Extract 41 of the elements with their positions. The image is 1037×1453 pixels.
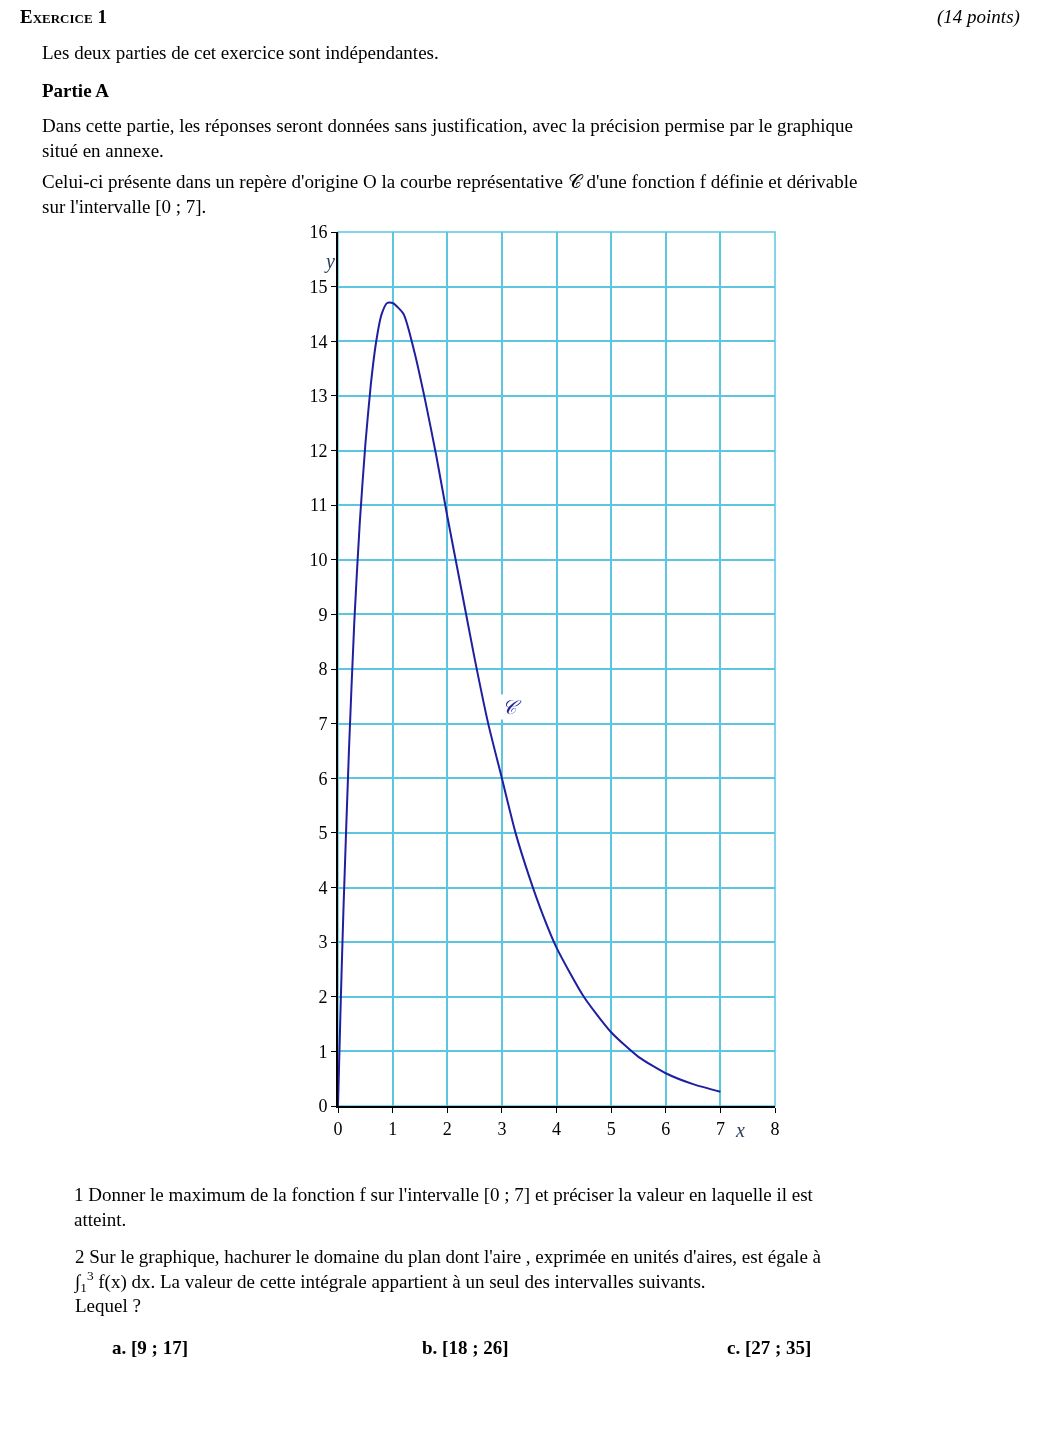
text: Exercice 1 [20, 6, 107, 27]
y-tick-label: 9 [318, 604, 328, 625]
y-tick-label: 12 [309, 440, 328, 461]
y-tick-label: 8 [318, 659, 328, 680]
x-tick-label: 5 [606, 1118, 616, 1139]
y-tick-label: 13 [309, 386, 328, 407]
text: b. [18 ; 26] [422, 1337, 509, 1358]
x-tick-label: 1 [388, 1118, 398, 1139]
y-tick-label: 11 [310, 495, 328, 516]
x-axis-title: x [735, 1119, 745, 1141]
y-tick-label: 10 [309, 550, 328, 571]
y-tick-label: 15 [309, 276, 328, 297]
x-tick-label: 7 [715, 1118, 725, 1139]
y-tick-label: 6 [318, 768, 328, 789]
y-tick-label: 1 [318, 1041, 328, 1062]
text: Celui-ci présente dans un repère d'origine O la courbe représentative 𝒞 d'une fonction f définie et dérivable sur l'intervalle [0 ; 7]. [42, 171, 858, 217]
y-tick-label: 7 [318, 713, 328, 734]
annotation: 𝒞 [502, 696, 522, 718]
x-tick-label: 6 [661, 1118, 671, 1139]
x-tick-label: 4 [552, 1118, 561, 1139]
x-tick-label: 8 [770, 1118, 780, 1139]
y-tick-label: 4 [318, 877, 328, 898]
text: Partie A [42, 80, 110, 101]
y-tick-label: 0 [318, 1096, 328, 1117]
y-tick-label: 3 [318, 932, 328, 953]
y-axis-title: y [324, 250, 335, 273]
text: Les deux parties de cet exercice sont indépendantes. [42, 42, 439, 63]
x-tick-label: 2 [442, 1118, 452, 1139]
text: c. [27 ; 35] [727, 1337, 812, 1358]
text: 1 Donner le maximum de la fonction f sur l'intervalle [0 ; 7] et préciser la valeur en laquelle il est atteint. [74, 1184, 814, 1230]
text: Dans cette partie, les réponses seront données sans justification, avec la précision permise par le graphique situé en annexe. [42, 115, 853, 161]
y-tick-label: 5 [318, 823, 328, 844]
line-series [338, 301, 722, 1106]
y-tick-label: 14 [309, 331, 328, 352]
text: a. [9 ; 17] [112, 1337, 188, 1358]
x-tick-label: 0 [333, 1118, 343, 1139]
y-tick-label: 16 [309, 222, 328, 243]
y-tick-label: 2 [318, 987, 328, 1008]
x-tick-label: 3 [497, 1118, 507, 1139]
text: (14 points) [937, 6, 1020, 28]
text: 2 Sur le graphique, hachurer le domaine du plan dont l'aire , exprimée en unités d'aires, est égale à ∫$_{1}$$^{3}$ f(x) dx. La valeur de cette intégrale appartient à un seul des intervalles suivants. Lequel ? [74, 1246, 822, 1317]
